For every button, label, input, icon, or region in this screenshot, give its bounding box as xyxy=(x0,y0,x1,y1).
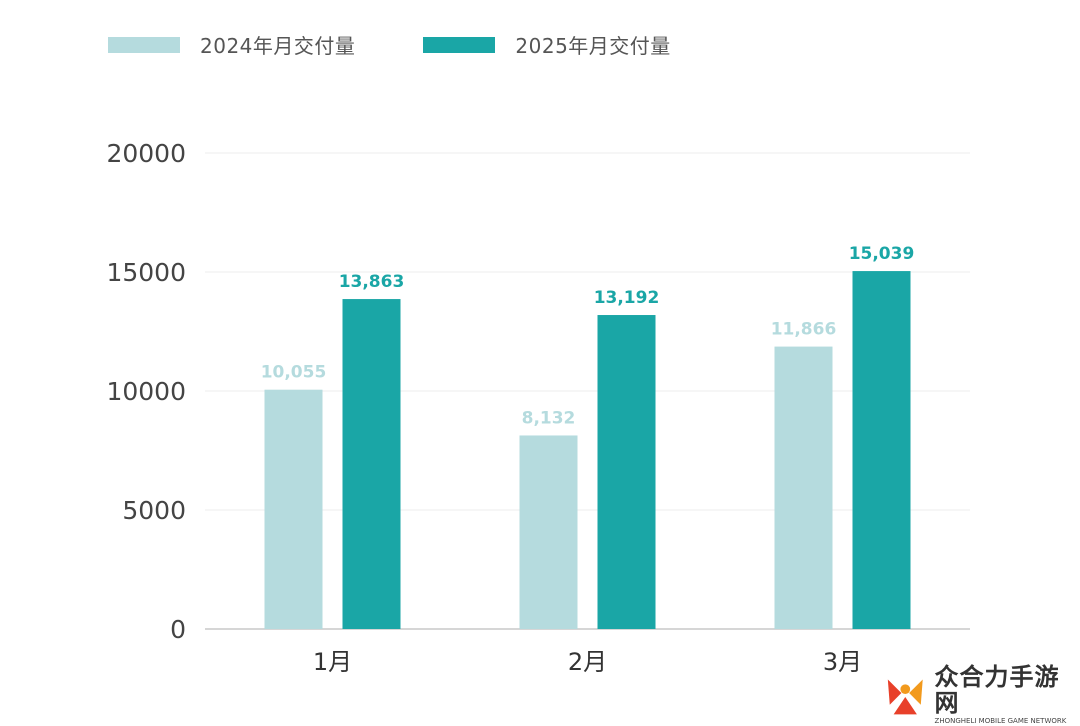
data-label: 10,055 xyxy=(261,363,327,383)
data-label: 15,039 xyxy=(849,244,915,264)
y-tick-label: 10000 xyxy=(106,377,186,406)
bar-2025 xyxy=(597,315,656,629)
data-label: 13,192 xyxy=(594,288,660,308)
bar-2024 xyxy=(264,389,323,629)
y-tick-label: 0 xyxy=(170,615,186,644)
data-label: 13,863 xyxy=(339,272,405,292)
watermark-text: 众合力手游网 ZHONGHELI MOBILE GAME NETWORK xyxy=(935,664,1080,726)
bar-2025 xyxy=(852,271,911,629)
legend-swatch-2025 xyxy=(423,36,496,53)
x-tick-label: 3月 xyxy=(823,648,862,676)
watermark: 众合力手游网 ZHONGHELI MOBILE GAME NETWORK xyxy=(882,664,1080,726)
bar-2024 xyxy=(774,346,833,629)
data-label: 8,132 xyxy=(522,408,576,428)
x-tick-label: 2月 xyxy=(568,648,607,676)
legend-label-2024: 2024年月交付量 xyxy=(200,34,356,58)
legend-item-2024: 2024年月交付量 xyxy=(108,30,355,59)
logo-icon xyxy=(887,679,923,715)
legend-item-2025: 2025年月交付量 xyxy=(423,30,670,59)
y-tick-label: 15000 xyxy=(106,258,186,287)
bar-2024 xyxy=(519,435,578,629)
y-tick-label: 20000 xyxy=(106,139,186,168)
y-tick-label: 5000 xyxy=(122,496,186,525)
chart-legend: 2024年月交付量 2025年月交付量 xyxy=(108,30,739,59)
watermark-en-text: ZHONGHELI MOBILE GAME NETWORK xyxy=(934,717,1067,725)
watermark-cn-text: 众合力手游网 xyxy=(934,663,1060,717)
legend-swatch-2024 xyxy=(108,36,180,53)
bar-2025 xyxy=(342,299,401,629)
legend-label-2025: 2025年月交付量 xyxy=(515,34,671,58)
data-label: 11,866 xyxy=(771,320,837,340)
x-tick-label: 1月 xyxy=(313,648,352,676)
